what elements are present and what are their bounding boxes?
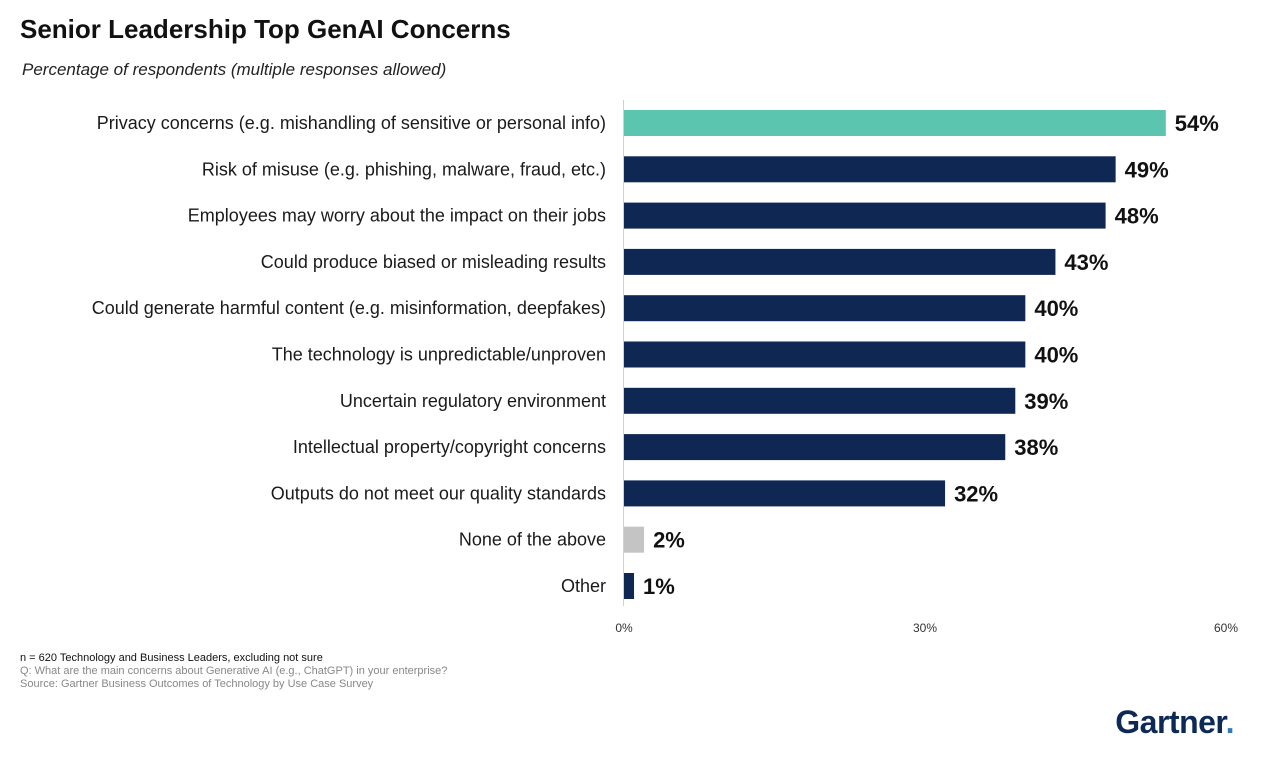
- value-label: 38%: [1014, 435, 1058, 460]
- category-label: Could generate harmful content (e.g. mis…: [92, 298, 606, 318]
- bar-risk-of-misuse-e-g-phishing-malware-frau: [624, 156, 1116, 183]
- bar-chart: Privacy concerns (e.g. mishandling of se…: [92, 100, 1238, 635]
- value-label: 39%: [1024, 389, 1068, 414]
- x-tick-label: 60%: [1214, 621, 1238, 635]
- bar-uncertain-regulatory-environment: [624, 387, 1016, 414]
- value-label: 40%: [1034, 343, 1078, 368]
- value-label: 1%: [643, 574, 675, 599]
- chart-title: Senior Leadership Top GenAI Concerns: [20, 14, 511, 44]
- category-label: Other: [561, 576, 606, 596]
- value-label: 32%: [954, 481, 998, 506]
- category-label: Risk of misuse (e.g. phishing, malware, …: [202, 159, 606, 179]
- bar-none-of-the-above: [624, 526, 645, 553]
- category-label: Employees may worry about the impact on …: [188, 206, 606, 226]
- category-label: Intellectual property/copyright concerns: [293, 437, 606, 457]
- sample-note: n = 620 Technology and Business Leaders,…: [20, 652, 323, 664]
- value-label: 43%: [1064, 250, 1108, 275]
- logo-text: Gartner: [1115, 704, 1226, 740]
- x-tick-label: 0%: [615, 621, 633, 635]
- chart-footer: n = 620 Technology and Business Leaders,…: [20, 652, 447, 691]
- value-label: 54%: [1175, 111, 1219, 136]
- bar-the-technology-is-unpredictable-unproven: [624, 341, 1026, 368]
- category-label: Uncertain regulatory environment: [340, 391, 606, 411]
- category-label: None of the above: [459, 530, 606, 550]
- category-label: Privacy concerns (e.g. mishandling of se…: [97, 113, 606, 133]
- value-label: 49%: [1125, 157, 1169, 182]
- bar-employees-may-worry-about-the-impact-on-: [624, 202, 1106, 229]
- x-tick-label: 30%: [913, 621, 937, 635]
- logo-dot: .: [1225, 704, 1235, 740]
- source-note: Source: Gartner Business Outcomes of Tec…: [20, 678, 374, 690]
- bar-intellectual-property-copyright-concerns: [624, 434, 1006, 461]
- category-label: Outputs do not meet our quality standard…: [271, 483, 606, 503]
- question-note: Q: What are the main concerns about Gene…: [20, 665, 448, 677]
- category-label: Could produce biased or misleading resul…: [261, 252, 606, 272]
- value-label: 48%: [1115, 204, 1159, 229]
- x-axis-ticks: 0% 30% 60%: [615, 621, 1238, 635]
- value-labels: 54%49% 48% 43% 40% 40% 39% 38% 32% 2% 1%: [643, 111, 1219, 599]
- bar-could-produce-biased-or-misleading-resul: [624, 248, 1056, 275]
- category-labels: Privacy concerns (e.g. mishandling of se…: [92, 113, 606, 596]
- bar-outputs-do-not-meet-our-quality-standard: [624, 480, 946, 507]
- category-label: The technology is unpredictable/unproven: [272, 345, 606, 365]
- gartner-logo: Gartner.: [1115, 704, 1234, 741]
- chart-subtitle: Percentage of respondents (multiple resp…: [22, 60, 447, 79]
- bar-could-generate-harmful-content-e-g-misin: [624, 295, 1026, 322]
- bars-group: [624, 110, 1166, 599]
- value-label: 2%: [653, 528, 685, 553]
- bar-other: [624, 573, 635, 599]
- value-label: 40%: [1034, 296, 1078, 321]
- bar-privacy-concerns-e-g-mishandling-of-sens: [624, 110, 1166, 136]
